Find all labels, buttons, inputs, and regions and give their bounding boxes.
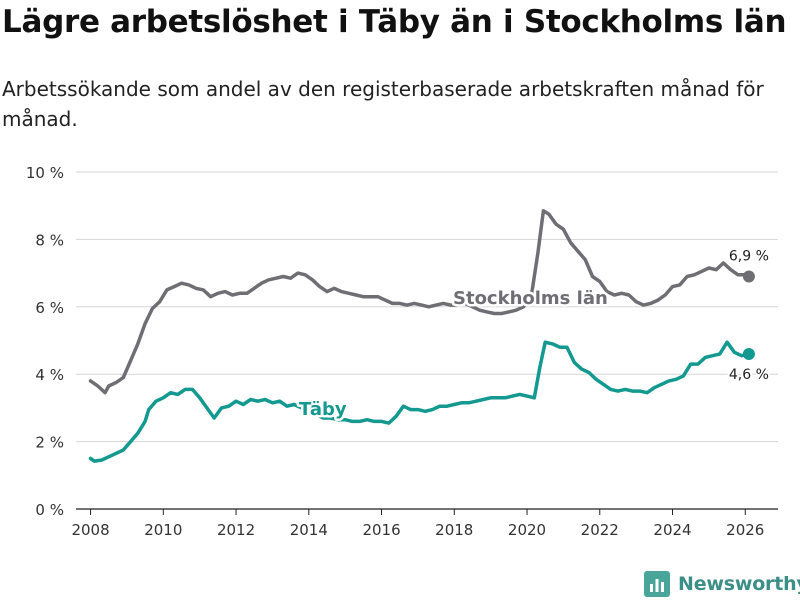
taby-series-line (88, 340, 751, 463)
stockholm-end-label: 6,9 % (729, 248, 769, 264)
chart-subtitle: Arbetssökande som andel av den registerb… (2, 77, 764, 131)
stockholm-series-label: Stockholms län (453, 288, 608, 309)
logo-text: Newsworthy (678, 573, 800, 595)
y-tick-label: 6 % (35, 299, 64, 317)
x-tick-label: 2014 (290, 521, 328, 539)
newsworthy-logo: Newsworthy (644, 569, 800, 599)
x-tick-label: 2018 (435, 521, 473, 539)
y-tick-label: 8 % (35, 231, 64, 249)
x-tick-label: 2024 (653, 521, 691, 539)
bar-chart-icon (644, 571, 670, 597)
x-tick-label: 2020 (508, 521, 546, 539)
taby-end-point (742, 347, 755, 360)
y-tick-label: 0 % (35, 501, 64, 519)
x-tick-label: 2008 (71, 521, 109, 539)
labels: Stockholms län Täby 6,9 % 4,6 % (297, 246, 771, 422)
y-tick-label: 2 % (35, 434, 64, 452)
chart-title: Lägre arbetslöshet i Täby än i Stockholm… (2, 4, 787, 40)
y-tick-label: 4 % (35, 366, 64, 384)
axes: 0 % 2 % 4 % 6 % 8 % 10 % 2008 2010 2012 2014 2016 2… (26, 164, 778, 539)
y-tick-label: 10 % (26, 164, 64, 182)
x-tick-label: 2022 (581, 521, 619, 539)
x-tick-label: 2010 (144, 521, 182, 539)
taby-series-label: Täby (299, 399, 347, 420)
taby-end-label: 4,6 % (729, 367, 769, 383)
series (88, 209, 755, 463)
gridlines (76, 171, 778, 443)
x-tick-label: 2012 (217, 521, 255, 539)
stockholm-series-line (88, 209, 751, 395)
line-chart: 0 % 2 % 4 % 6 % 8 % 10 % 2008 2010 2012 2014 2016 2… (26, 164, 778, 539)
stockholm-end-point (742, 270, 755, 283)
x-tick-label: 2016 (362, 521, 400, 539)
x-tick-label: 2026 (726, 521, 764, 539)
